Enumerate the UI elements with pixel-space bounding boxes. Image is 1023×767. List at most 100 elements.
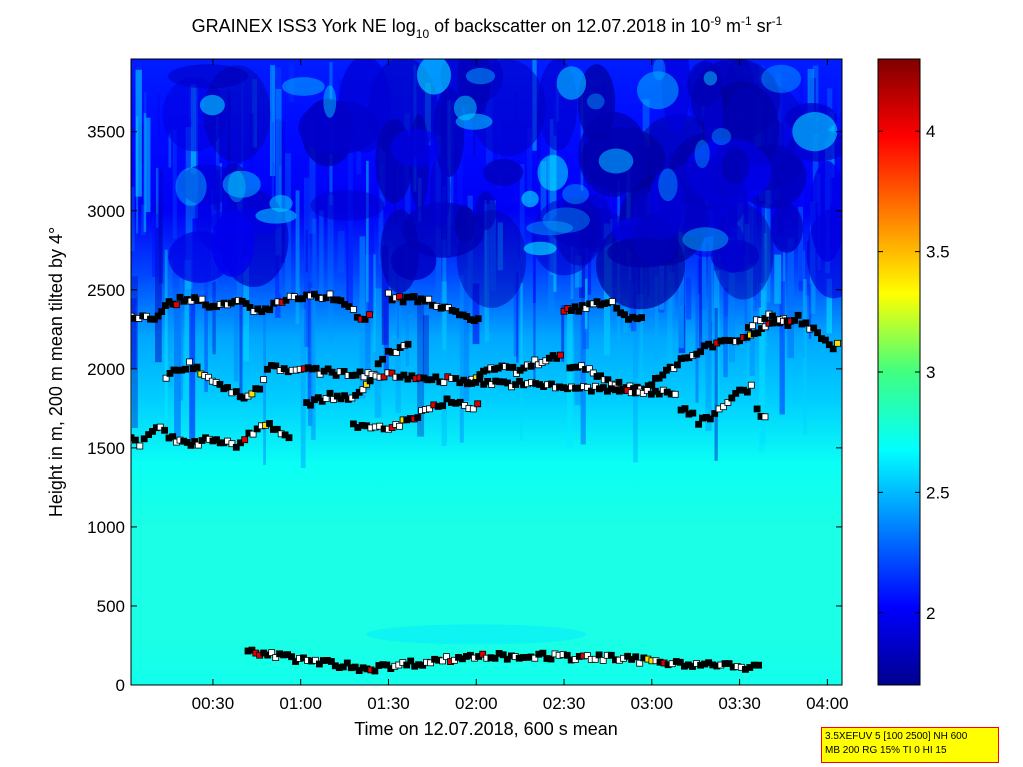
dark-region bbox=[454, 205, 475, 243]
texture-streak bbox=[765, 160, 771, 303]
texture-streak bbox=[374, 288, 382, 418]
dark-region bbox=[658, 159, 748, 238]
texture-streak bbox=[233, 294, 239, 382]
layer-marker bbox=[198, 295, 206, 303]
texture-streak bbox=[744, 224, 750, 343]
colorbar-tick-label: 4 bbox=[926, 122, 935, 141]
texture-streak bbox=[131, 186, 135, 252]
colorbar-tick-label: 3 bbox=[926, 363, 935, 382]
layer-marker bbox=[228, 440, 236, 448]
texture-streak bbox=[763, 233, 768, 359]
layer-marker bbox=[374, 360, 382, 368]
texture-streak bbox=[708, 236, 712, 348]
texture-streak bbox=[383, 269, 389, 372]
layer-marker bbox=[613, 304, 621, 312]
bright-region bbox=[556, 66, 587, 100]
texture-streak bbox=[758, 248, 761, 308]
layer-marker bbox=[589, 369, 597, 377]
texture-streak bbox=[300, 308, 306, 469]
layer-marker bbox=[689, 409, 697, 417]
texture-streak bbox=[561, 304, 565, 362]
bright-region bbox=[711, 128, 732, 146]
texture-streak bbox=[695, 243, 699, 403]
layer-marker bbox=[349, 420, 357, 428]
layer-marker bbox=[337, 297, 345, 305]
bright-region bbox=[269, 195, 293, 212]
bright-region bbox=[227, 170, 246, 203]
layer-marker bbox=[794, 311, 802, 319]
texture-streak bbox=[642, 99, 650, 147]
texture-streak bbox=[271, 121, 274, 215]
layer-marker bbox=[299, 295, 306, 303]
layer-marker bbox=[322, 395, 330, 402]
layer-marker bbox=[232, 443, 240, 451]
texture-streak bbox=[168, 133, 172, 168]
texture-streak bbox=[131, 298, 137, 369]
layer-marker bbox=[814, 329, 821, 337]
texture-streak bbox=[151, 214, 159, 277]
layer-marker bbox=[205, 373, 212, 381]
layer-marker bbox=[361, 315, 369, 323]
texture-streak bbox=[714, 308, 718, 461]
texture-streak bbox=[759, 290, 766, 445]
chart-title: GRAINEX ISS3 York NE log10 of backscatte… bbox=[192, 14, 783, 41]
layer-marker bbox=[194, 441, 202, 449]
layer-marker bbox=[706, 415, 714, 423]
layer-marker bbox=[676, 658, 684, 666]
texture-streak bbox=[212, 219, 216, 355]
texture-streak bbox=[155, 168, 159, 228]
layer-marker bbox=[396, 293, 403, 301]
layer-marker bbox=[728, 394, 736, 402]
layer-marker bbox=[425, 405, 433, 413]
bright-region bbox=[587, 93, 605, 110]
texture-streak bbox=[441, 281, 447, 446]
colorbar-tick-label: 2 bbox=[926, 604, 935, 623]
texture-streak bbox=[777, 73, 783, 155]
layer-marker bbox=[479, 650, 487, 658]
layer-marker bbox=[193, 363, 201, 371]
y-tick-label: 2000 bbox=[87, 360, 125, 379]
bright-region bbox=[542, 207, 590, 233]
texture-streak bbox=[803, 279, 807, 434]
layer-marker bbox=[249, 430, 257, 438]
texture-streak bbox=[312, 218, 317, 298]
layer-marker bbox=[527, 362, 535, 370]
layer-marker bbox=[191, 438, 199, 445]
layer-marker bbox=[568, 307, 575, 315]
texture-streak bbox=[654, 275, 659, 362]
layer-marker bbox=[674, 361, 681, 369]
texture-streak bbox=[270, 65, 276, 176]
layer-marker bbox=[360, 373, 368, 381]
bright-region bbox=[255, 208, 297, 224]
y-tick-label: 1500 bbox=[87, 439, 125, 458]
texture-streak bbox=[319, 210, 324, 300]
layer-marker bbox=[681, 405, 689, 413]
bright-region bbox=[175, 167, 207, 206]
texture-streak bbox=[174, 292, 181, 440]
y-tick-label: 500 bbox=[97, 597, 125, 616]
texture-streak bbox=[337, 231, 345, 273]
layer-marker bbox=[232, 388, 240, 396]
bright-region bbox=[562, 184, 589, 205]
layer-marker bbox=[359, 386, 367, 394]
texture-streak bbox=[239, 299, 243, 401]
layer-marker bbox=[825, 341, 833, 349]
texture-streak bbox=[442, 185, 447, 350]
texture-streak bbox=[373, 254, 376, 353]
layer-marker bbox=[187, 297, 195, 305]
layer-marker bbox=[724, 398, 732, 406]
texture-streak bbox=[278, 120, 285, 263]
texture-streak bbox=[132, 276, 138, 428]
texture-streak bbox=[472, 283, 480, 345]
layer-marker bbox=[131, 436, 139, 444]
texture-streak bbox=[758, 283, 765, 452]
texture-streak bbox=[808, 283, 812, 339]
layer-marker bbox=[312, 656, 319, 664]
texture-streak bbox=[774, 254, 782, 304]
layer-marker bbox=[224, 384, 232, 391]
bright-region bbox=[455, 113, 493, 130]
layer-marker bbox=[747, 381, 755, 389]
layer-marker bbox=[563, 651, 571, 659]
layer-marker bbox=[322, 294, 330, 302]
layer-marker bbox=[366, 311, 373, 319]
